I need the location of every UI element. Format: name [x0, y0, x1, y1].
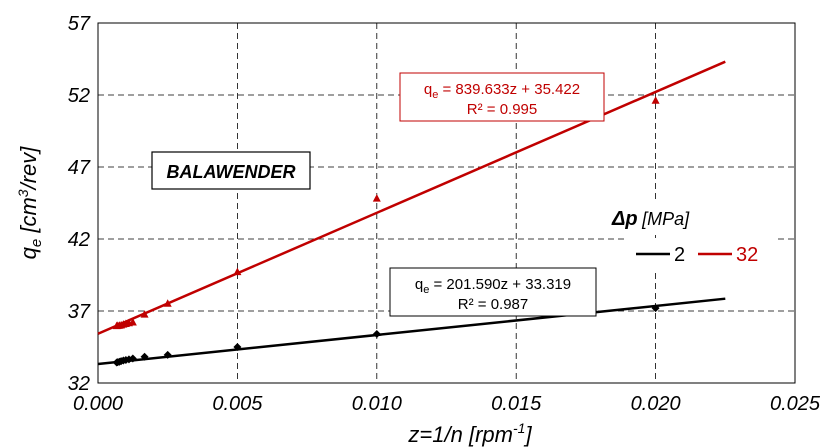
- equation-box-32: qe = 839.633z + 35.422 R² = 0.995: [399, 72, 605, 122]
- equation-2: qe = 201.590z + 33.319: [415, 276, 571, 296]
- y-tick-label: 47: [68, 157, 91, 179]
- equation-box-2: qe = 201.590z + 33.319 R² = 0.987: [389, 267, 597, 317]
- legend-entry-32: 32: [736, 244, 758, 266]
- r2-2: R² = 0.987: [458, 296, 528, 313]
- author-annotation: BALAWENDER: [151, 151, 311, 190]
- x-tick-label: 0.000: [73, 393, 123, 415]
- y-axis-var: q: [16, 246, 41, 259]
- y-axis-sub: e: [28, 239, 45, 247]
- x-tick-label: 0.010: [352, 393, 402, 415]
- x-axis-unit-sup: -1: [513, 420, 525, 436]
- data-points: [112, 96, 660, 367]
- point-32: [163, 299, 172, 307]
- tick-labels: 0.000 0.005 0.010 0.015 0.020 0.025 32 37 42 47 52…: [68, 13, 821, 415]
- point-2: [372, 330, 381, 339]
- x-axis-unit-suffix: ]: [523, 422, 532, 447]
- legend: Δp [MPa] 2 32: [604, 200, 776, 270]
- legend-entry-2: 2: [674, 244, 685, 266]
- x-tick-label: 0.025: [770, 393, 821, 415]
- y-tick-label: 57: [68, 13, 91, 35]
- x-axis-title: z=1/n [rpm-1]: [407, 420, 532, 447]
- y-axis-title: qe [cm3/rev]: [15, 146, 45, 260]
- x-tick-label: 0.015: [491, 393, 542, 415]
- y-tick-label: 37: [68, 301, 91, 323]
- y-axis-unit-suffix: /rev]: [16, 146, 41, 192]
- point-32: [233, 267, 242, 276]
- point-2: [163, 350, 172, 359]
- trendline-32: [97, 60, 726, 335]
- point-2: [140, 352, 149, 361]
- x-axis-main: z=1/n: [407, 422, 462, 447]
- point-2: [128, 354, 137, 363]
- point-32: [128, 318, 137, 326]
- y-tick-label: 42: [68, 229, 90, 251]
- x-axis-unit-prefix: [rpm: [468, 422, 513, 447]
- equation-32: qe = 839.633z + 35.422: [424, 81, 580, 101]
- trendlines: [97, 60, 726, 366]
- y-axis-unit-prefix: [cm: [16, 197, 41, 233]
- x-tick-label: 0.005: [212, 393, 263, 415]
- point-2: [651, 304, 660, 313]
- legend-title: Δp [MPa]: [611, 208, 690, 230]
- x-tick-label: 0.020: [631, 393, 681, 415]
- y-tick-label: 32: [68, 373, 90, 395]
- y-axis-unit-sup: 3: [15, 189, 31, 197]
- point-32: [651, 96, 660, 104]
- point-2: [233, 343, 242, 351]
- y-tick-label: 52: [68, 85, 90, 107]
- point-32: [140, 310, 149, 318]
- r2-32: R² = 0.995: [467, 101, 537, 118]
- trendline-2: [97, 297, 726, 366]
- point-32: [372, 194, 381, 202]
- author-label: BALAWENDER: [167, 162, 296, 182]
